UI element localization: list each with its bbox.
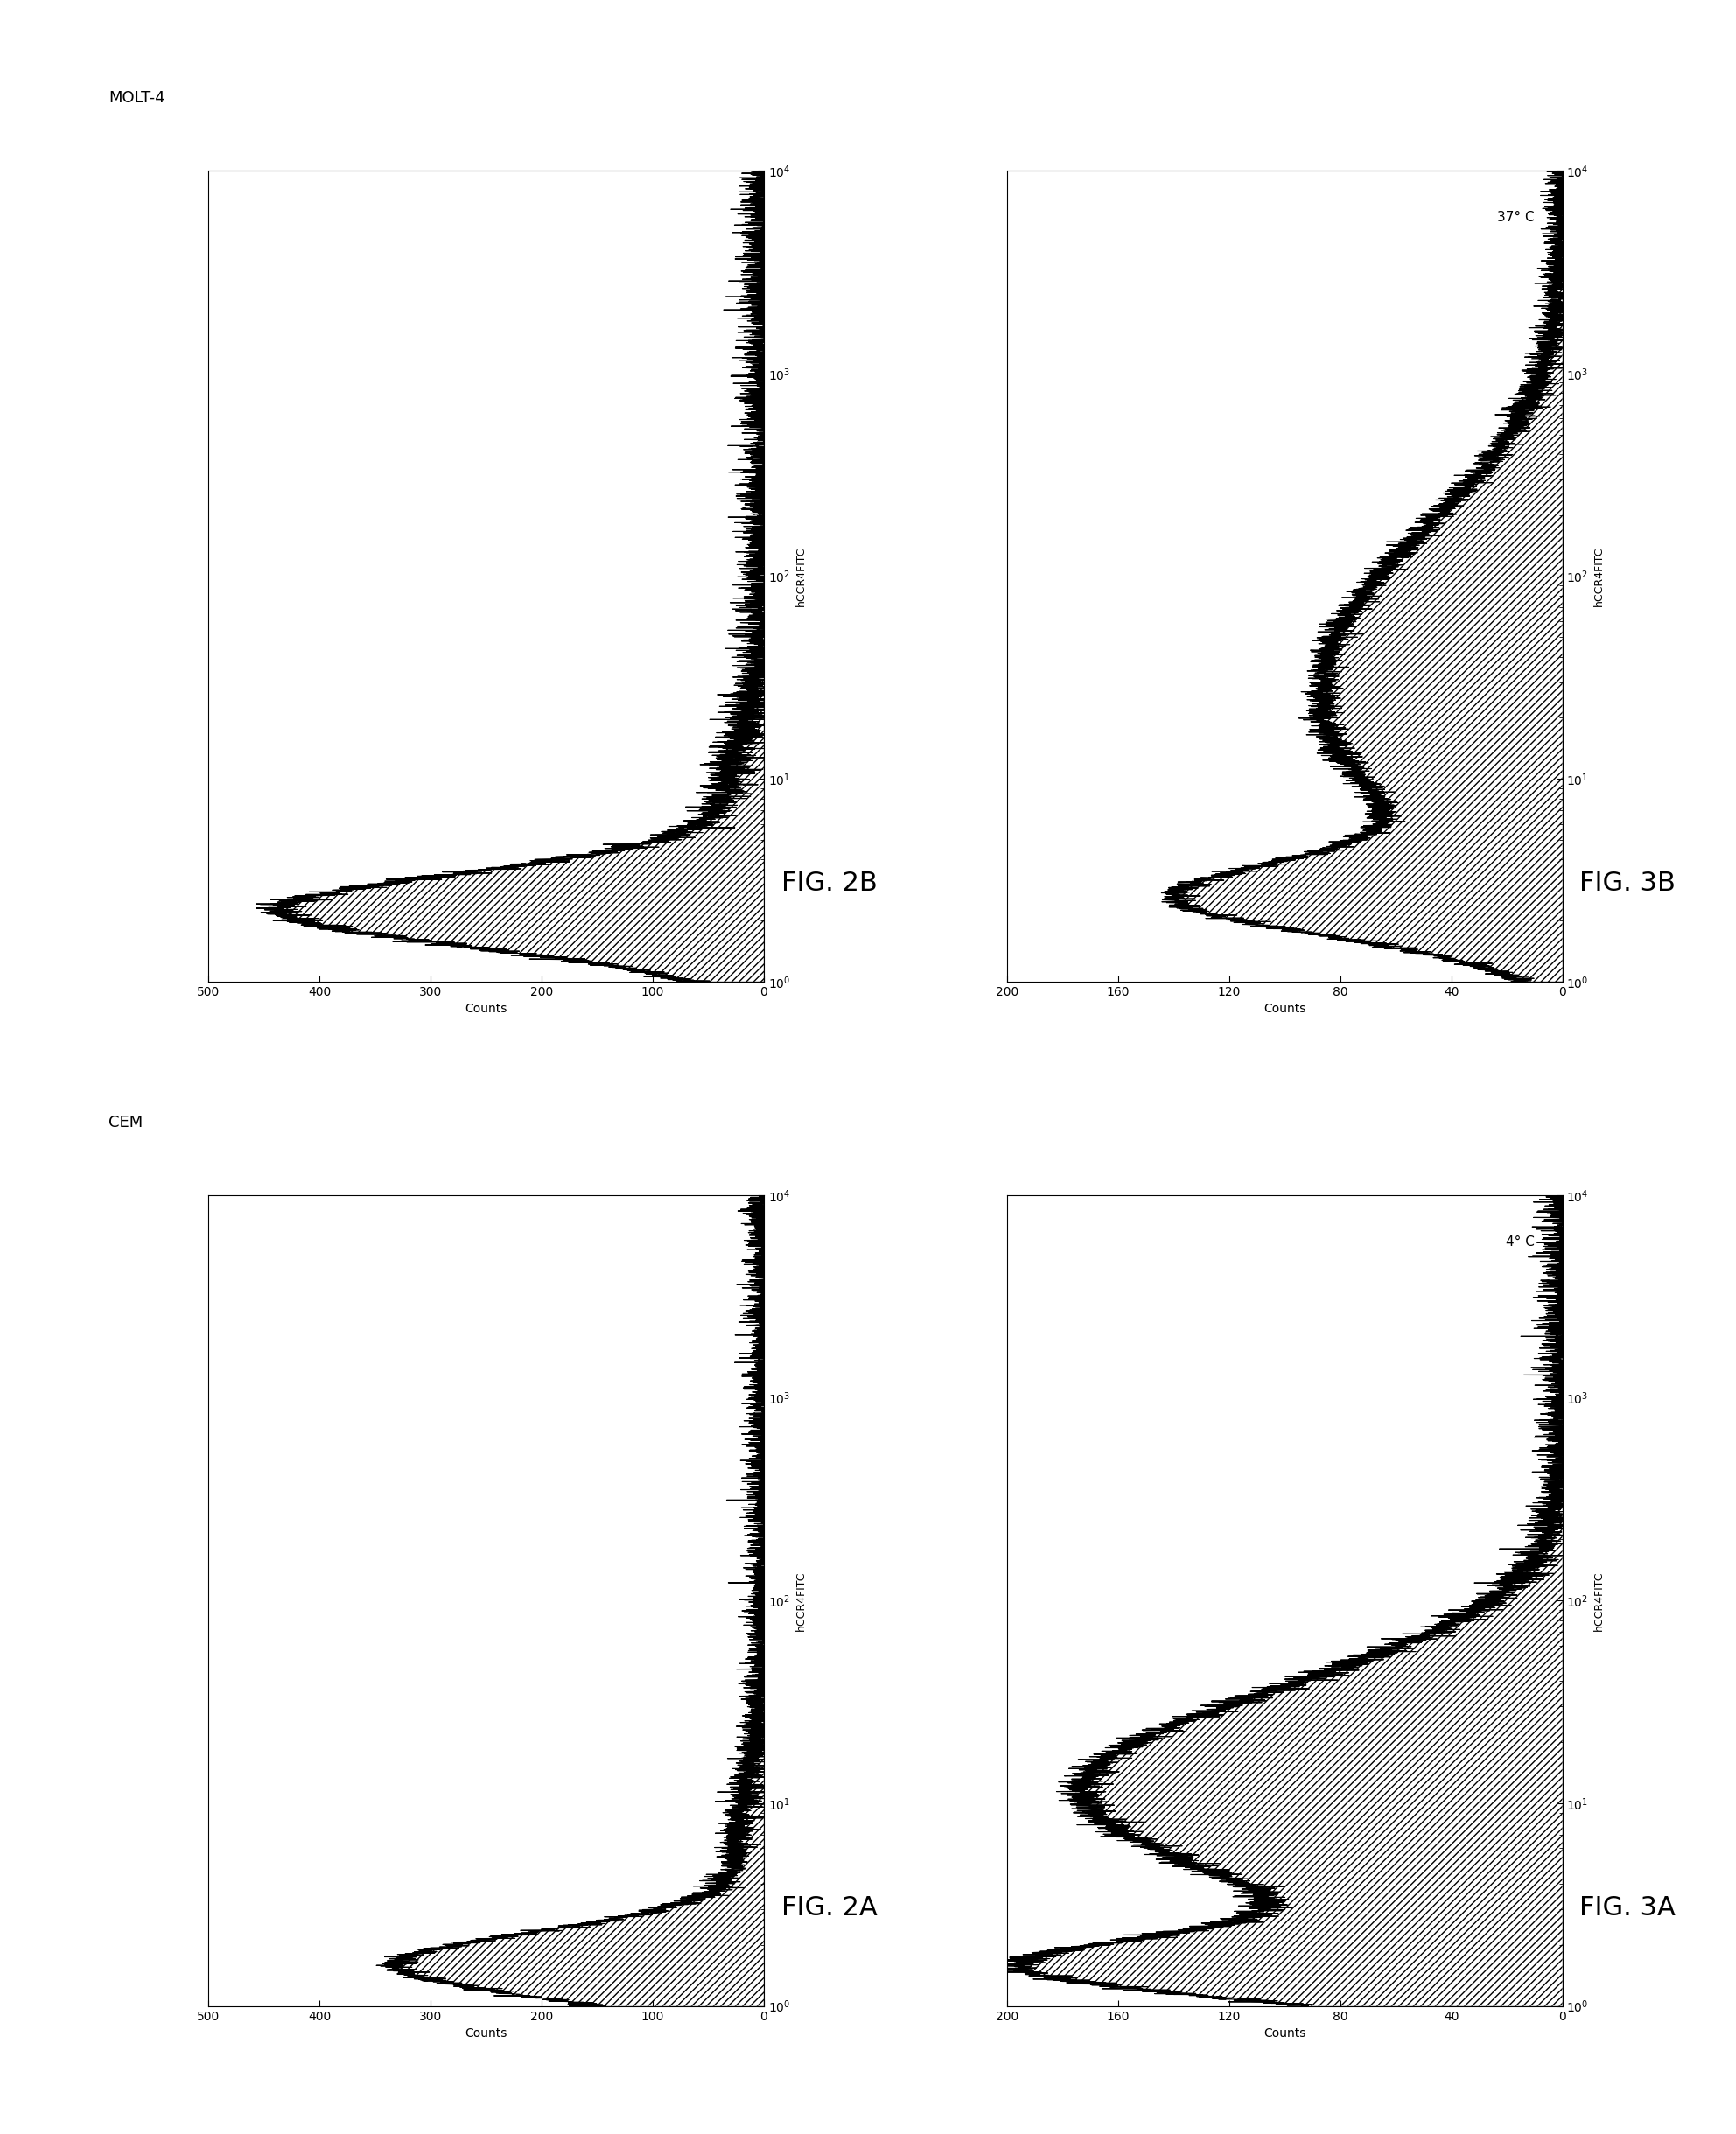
Text: CEM: CEM xyxy=(108,1114,142,1131)
Text: 37° C: 37° C xyxy=(1498,211,1535,224)
X-axis label: Counts: Counts xyxy=(1264,1003,1305,1016)
Text: FIG. 3B: FIG. 3B xyxy=(1580,871,1675,896)
X-axis label: Counts: Counts xyxy=(465,2027,507,2040)
Text: MOLT-4: MOLT-4 xyxy=(108,90,165,107)
Text: 4° C: 4° C xyxy=(1505,1236,1535,1248)
Y-axis label: hCCR4FITC: hCCR4FITC xyxy=(1594,1571,1606,1630)
Text: FIG. 3A: FIG. 3A xyxy=(1580,1895,1675,1921)
Y-axis label: hCCR4FITC: hCCR4FITC xyxy=(795,546,807,606)
Text: FIG. 2B: FIG. 2B xyxy=(781,871,877,896)
X-axis label: Counts: Counts xyxy=(1264,2027,1305,2040)
Text: FIG. 2A: FIG. 2A xyxy=(781,1895,877,1921)
X-axis label: Counts: Counts xyxy=(465,1003,507,1016)
Y-axis label: hCCR4FITC: hCCR4FITC xyxy=(795,1571,807,1630)
Y-axis label: hCCR4FITC: hCCR4FITC xyxy=(1594,546,1606,606)
